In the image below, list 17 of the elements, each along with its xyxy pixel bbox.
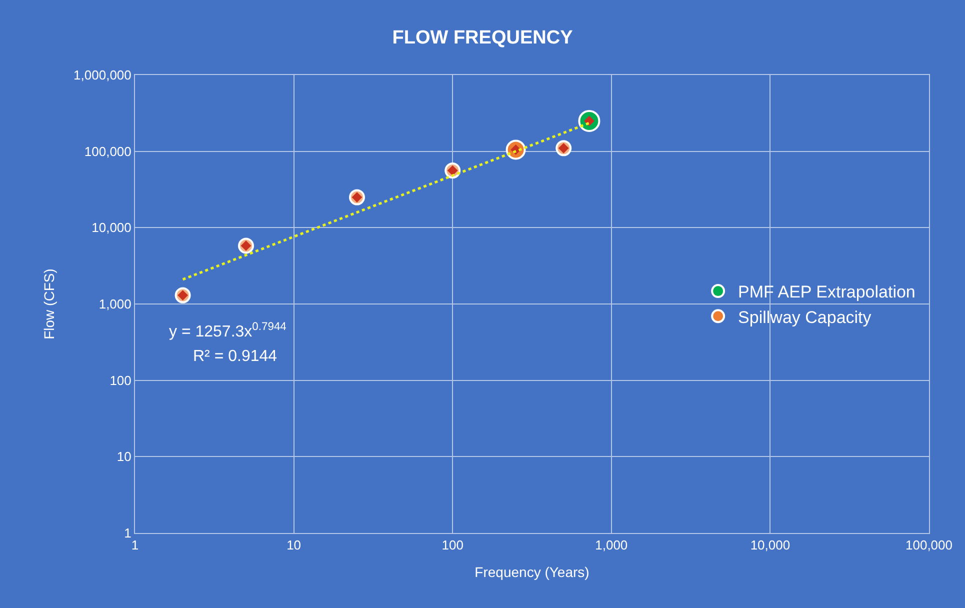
y-tick-label: 100 [110, 372, 132, 388]
x-axis-title: Frequency (Years) [474, 564, 590, 580]
y-tick-label: 10 [116, 449, 132, 464]
chart-title: FLOW FREQUENCY [392, 28, 574, 49]
y-tick-label: 100,000 [84, 144, 132, 159]
y-tick-label: 1 [124, 526, 132, 541]
annotation: R² = 0.9144 [193, 348, 278, 365]
x-tick-label: 10,000 [750, 538, 790, 553]
annotation: y = 1257.3x$^{0.7944}$ [169, 321, 286, 341]
y-tick-label: 1,000,000 [74, 68, 132, 83]
x-tick-label: 1,000 [595, 538, 628, 553]
x-tick-label: 100 [442, 538, 464, 553]
y-tick-label: 1,000 [98, 296, 132, 312]
y-axis-title: Flow (CFS) [41, 268, 58, 340]
x-tick-label: 10 [286, 538, 302, 553]
y-tick-label: 10,000 [92, 220, 132, 236]
x-tick-label: 100,000 [906, 538, 952, 553]
